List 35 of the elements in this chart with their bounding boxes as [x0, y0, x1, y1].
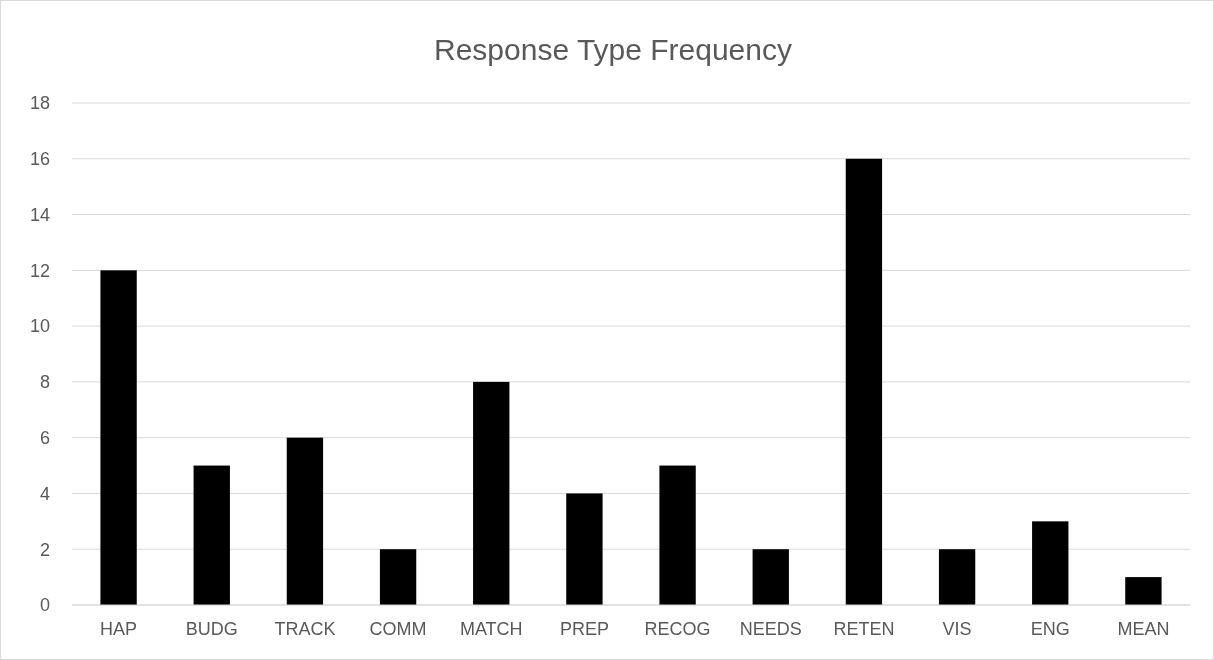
bar: [286, 437, 324, 605]
y-tick-label: 18: [29, 93, 50, 114]
x-tick-label: RECOG: [644, 619, 711, 639]
bar: [845, 158, 883, 605]
y-tick-label: 14: [29, 204, 50, 225]
x-tick-label: RETEN: [833, 619, 895, 639]
bar: [473, 381, 510, 605]
x-tick-label: MEAN: [1117, 619, 1170, 639]
x-tick-label: NEEDS: [739, 619, 802, 639]
x-tick-label: COMM: [369, 619, 427, 639]
bar: [379, 549, 417, 605]
y-tick-label: 0: [39, 595, 50, 616]
y-tick-label: 8: [39, 372, 50, 393]
y-tick-label: 10: [29, 316, 50, 337]
bar: [566, 493, 603, 605]
y-tick-label: 4: [39, 483, 50, 504]
bar: [752, 549, 789, 605]
bar: [1125, 577, 1162, 605]
bar: [100, 270, 137, 605]
bar: [193, 465, 230, 605]
chart-title: Response Type Frequency: [434, 33, 792, 66]
bar: [659, 465, 696, 605]
x-tick-label: HAP: [100, 619, 138, 639]
bar: [938, 549, 976, 605]
y-tick-label: 16: [29, 149, 50, 170]
x-tick-label: PREP: [559, 619, 609, 639]
x-tick-label: BUDG: [185, 619, 238, 639]
y-tick-label: 12: [29, 260, 50, 281]
x-tick-label: MATCH: [459, 619, 523, 639]
bar: [1032, 521, 1069, 605]
x-tick-label: ENG: [1030, 619, 1070, 639]
y-tick-label: 6: [39, 427, 50, 448]
y-tick-label: 2: [39, 539, 50, 560]
x-tick-label: VIS: [942, 619, 972, 639]
x-tick-label: TRACK: [274, 619, 336, 639]
